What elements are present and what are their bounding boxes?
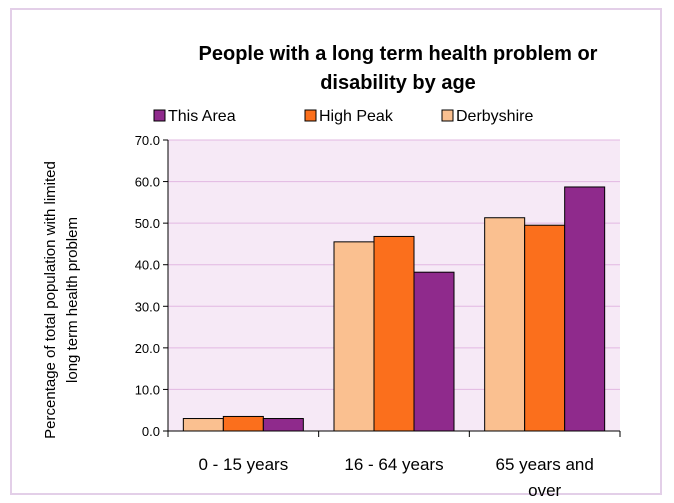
- bar: [182, 418, 224, 432]
- legend-label: High Peak: [319, 108, 394, 125]
- y-tick-label: 30.0: [135, 299, 160, 314]
- y-axis-label-line: long term health problem: [64, 217, 81, 383]
- legend-label: Derbyshire: [456, 108, 533, 125]
- bar: [484, 217, 526, 432]
- bar: [373, 235, 415, 432]
- bar: [524, 224, 566, 432]
- legend-swatch: [153, 109, 166, 122]
- bar: [333, 241, 375, 432]
- y-tick-label: 10.0: [135, 382, 160, 397]
- bar: [262, 418, 304, 432]
- bars: [182, 186, 606, 432]
- chart-title-line: disability by age: [320, 72, 476, 94]
- y-tick-label: 70.0: [135, 133, 160, 148]
- x-axis-ticks: 0 - 15 years 16 - 64 years 65 years and ove…: [167, 431, 621, 500]
- legend-swatch: [304, 109, 317, 122]
- x-tick-label: 0 - 15 years: [198, 455, 288, 474]
- bar: [564, 186, 606, 432]
- x-tick-label: 65 years and over: [496, 455, 594, 500]
- axes: [167, 140, 620, 432]
- y-tick-label: 50.0: [135, 216, 160, 231]
- y-axis-ticks: 0.0 10.0 20.0 30.0 40.0 50.0 60.0 70.0: [135, 133, 168, 439]
- legend-label: This Area: [168, 108, 236, 125]
- x-tick-label: 16 - 64 years: [344, 455, 443, 474]
- y-tick-label: 20.0: [135, 341, 160, 356]
- y-tick-label: 60.0: [135, 175, 160, 190]
- chart-title-line: People with a long term health problem o…: [199, 43, 598, 65]
- y-tick-label: 0.0: [142, 424, 160, 439]
- y-axis-label-line: Percentage of total population with limi…: [42, 161, 59, 439]
- chart-title: People with a long term health problem o…: [199, 43, 598, 94]
- y-tick-label: 40.0: [135, 258, 160, 273]
- legend-swatch: [441, 109, 454, 122]
- bar: [413, 271, 455, 432]
- y-axis-label: Percentage of total population with limi…: [42, 161, 81, 439]
- bar: [222, 415, 264, 432]
- chart-legend: This Area High Peak Derbyshire: [153, 108, 533, 125]
